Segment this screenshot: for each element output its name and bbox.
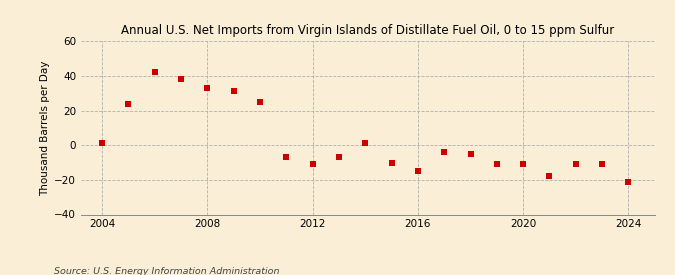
Point — [439, 150, 450, 154]
Point — [360, 141, 371, 146]
Point — [202, 86, 213, 90]
Title: Annual U.S. Net Imports from Virgin Islands of Distillate Fuel Oil, 0 to 15 ppm : Annual U.S. Net Imports from Virgin Isla… — [122, 24, 614, 37]
Point — [386, 160, 397, 165]
Point — [333, 155, 344, 160]
Text: Source: U.S. Energy Information Administration: Source: U.S. Energy Information Administ… — [54, 267, 279, 275]
Y-axis label: Thousand Barrels per Day: Thousand Barrels per Day — [40, 60, 50, 196]
Point — [491, 162, 502, 166]
Point — [570, 162, 581, 166]
Point — [97, 141, 107, 146]
Point — [281, 155, 292, 160]
Point — [544, 174, 555, 178]
Point — [412, 169, 423, 174]
Point — [123, 101, 134, 106]
Point — [228, 89, 239, 94]
Point — [254, 100, 265, 104]
Point — [623, 179, 634, 184]
Point — [465, 152, 476, 156]
Point — [518, 162, 529, 166]
Point — [597, 162, 608, 166]
Point — [176, 77, 186, 82]
Point — [307, 162, 318, 166]
Point — [70, 133, 81, 137]
Point — [149, 70, 160, 75]
